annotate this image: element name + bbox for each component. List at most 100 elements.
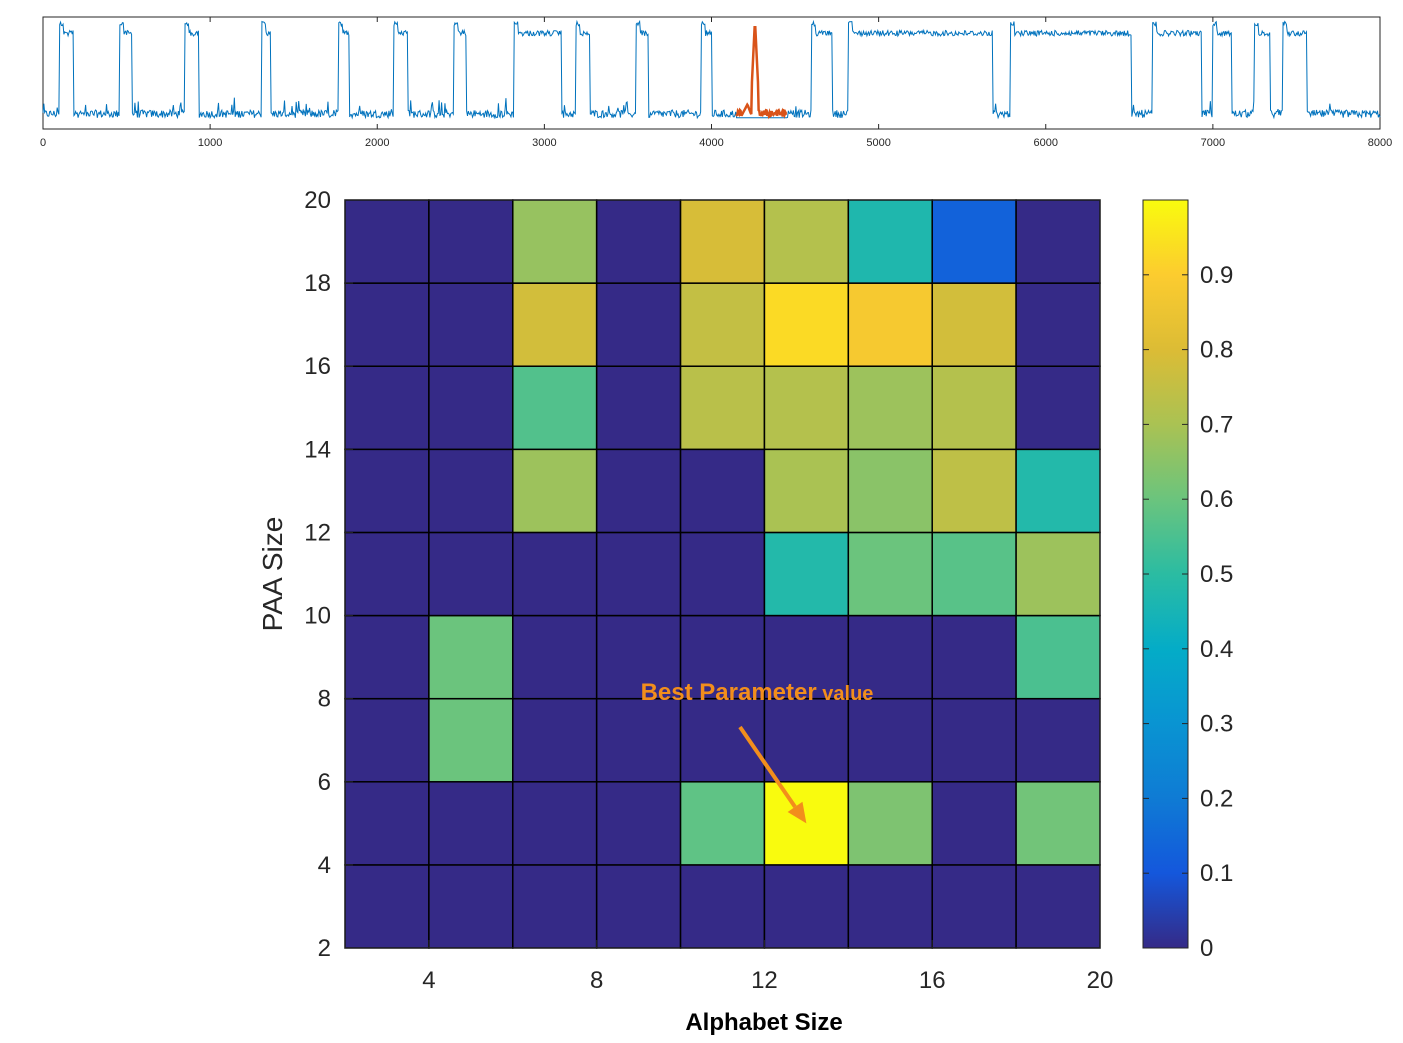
y-tick-label: 12 bbox=[304, 519, 331, 546]
y-tick-label: 18 bbox=[304, 270, 331, 297]
heatmap-cell bbox=[1015, 614, 1101, 700]
heatmap-cell bbox=[428, 282, 514, 367]
colorbar-tick-label: 0.6 bbox=[1200, 486, 1233, 513]
heatmap-cell bbox=[679, 781, 766, 866]
y-tick-label: 14 bbox=[304, 436, 331, 463]
heatmap-cell bbox=[763, 365, 850, 451]
y-axis-label: PAA Size bbox=[257, 517, 288, 632]
series-line-main bbox=[42, 19, 1381, 120]
heatmap-cell bbox=[763, 531, 850, 617]
colorbar-tick-label: 0.9 bbox=[1200, 262, 1233, 289]
heatmap-cell bbox=[595, 199, 682, 284]
ts-tick-label: 3000 bbox=[532, 137, 556, 149]
y-tick-label: 10 bbox=[304, 603, 331, 630]
heatmap-cell bbox=[512, 531, 598, 617]
annotation-text-bold: Best Parameter bbox=[641, 679, 817, 706]
y-tick-label: 2 bbox=[318, 935, 331, 962]
heatmap-cell bbox=[847, 282, 933, 367]
heatmap-cell bbox=[847, 199, 933, 284]
heatmap-cell bbox=[679, 282, 766, 367]
heatmap-cell bbox=[931, 531, 1017, 617]
heatmap-cell bbox=[428, 614, 514, 700]
heatmap-cell bbox=[847, 697, 933, 783]
heatmap-cell bbox=[1015, 781, 1101, 866]
heatmap-cell bbox=[1015, 864, 1101, 949]
colorbar-tick-label: 0 bbox=[1200, 935, 1213, 962]
heatmap-cell bbox=[1015, 448, 1101, 534]
series-line-anomaly bbox=[735, 25, 788, 120]
heatmap-cell bbox=[763, 781, 850, 866]
heatmap-cell bbox=[763, 282, 850, 367]
heatmap-cell bbox=[847, 614, 933, 700]
heatmap-cell bbox=[763, 448, 850, 534]
ts-tick-label: 7000 bbox=[1201, 137, 1225, 149]
ts-tick-label: 2000 bbox=[365, 137, 389, 149]
heatmap-cell bbox=[679, 697, 766, 783]
heatmap-cell bbox=[428, 697, 514, 783]
heatmap-cell bbox=[1015, 697, 1101, 783]
heatmap-cell bbox=[428, 365, 514, 451]
heatmap-cell bbox=[595, 697, 682, 783]
heatmap-cell bbox=[847, 448, 933, 534]
y-tick-label: 6 bbox=[318, 769, 331, 796]
heatmap-cell bbox=[344, 448, 430, 534]
x-tick-label: 12 bbox=[751, 967, 778, 994]
heatmap-cell bbox=[512, 697, 598, 783]
x-tick-label: 8 bbox=[590, 967, 603, 994]
heatmap-cell bbox=[1015, 531, 1101, 617]
heatmap-cell bbox=[512, 614, 598, 700]
heatmap-cell bbox=[847, 531, 933, 617]
heatmap-cell bbox=[763, 199, 850, 284]
heatmap-cell bbox=[344, 365, 430, 451]
heatmap-cell bbox=[931, 199, 1017, 284]
time-series-x-ticks: 0 1000 2000 3000 4000 5000 6000 7000 8000 bbox=[40, 17, 1392, 149]
heatmap-cell bbox=[931, 448, 1017, 534]
colorbar-tick-label: 0.8 bbox=[1200, 337, 1233, 364]
y-tick-label: 8 bbox=[318, 686, 331, 713]
heatmap-cell bbox=[595, 864, 682, 949]
heatmap-cell bbox=[428, 781, 514, 866]
heatmap-cell bbox=[595, 781, 682, 866]
heatmap-cell bbox=[512, 781, 598, 866]
colorbar-tick-label: 0.7 bbox=[1200, 411, 1233, 438]
heatmap-cell bbox=[428, 448, 514, 534]
heatmap-cell bbox=[595, 531, 682, 617]
heatmap-cell bbox=[679, 864, 766, 949]
heatmap-cell bbox=[763, 864, 850, 949]
heatmap-frame bbox=[344, 199, 1101, 949]
heatmap-cell bbox=[344, 614, 430, 700]
heatmap-cell bbox=[512, 365, 598, 451]
heatmap-cell bbox=[512, 864, 598, 949]
colorbar-tick-label: 0.2 bbox=[1200, 785, 1233, 812]
ts-tick-label: 6000 bbox=[1034, 137, 1058, 149]
heatmap-cell bbox=[679, 448, 766, 534]
heatmap-cell bbox=[847, 864, 933, 949]
heatmap-cell bbox=[344, 282, 430, 367]
heatmap-cell bbox=[595, 614, 682, 700]
ts-tick-label: 4000 bbox=[699, 137, 723, 149]
y-tick-label: 16 bbox=[304, 353, 331, 380]
colorbar-tick-label: 0.1 bbox=[1200, 860, 1233, 887]
colorbar-tick-label: 0.5 bbox=[1200, 561, 1233, 588]
heatmap-cell bbox=[931, 282, 1017, 367]
ts-tick-label: 1000 bbox=[198, 137, 222, 149]
colorbar-gradient bbox=[1142, 199, 1189, 949]
heatmap-cell bbox=[344, 697, 430, 783]
x-tick-label: 20 bbox=[1087, 967, 1114, 994]
annotation-arrow-line bbox=[738, 725, 797, 809]
heatmap-cell bbox=[679, 199, 766, 284]
heatmap-cell bbox=[344, 781, 430, 866]
heatmap-cell bbox=[595, 282, 682, 367]
heatmap-cell bbox=[428, 864, 514, 949]
heatmap-cell bbox=[428, 531, 514, 617]
heatmap-cell bbox=[344, 199, 430, 284]
colorbar-ticks: 0 0.1 0.2 0.3 0.4 0.5 0.6 0.7 0.8 0.9 bbox=[1143, 262, 1233, 962]
heatmap-cell bbox=[1015, 365, 1101, 451]
x-axis-label: Alphabet Size bbox=[685, 1009, 842, 1036]
heatmap-cell bbox=[931, 697, 1017, 783]
best-parameter-annotation: Best Parameter value bbox=[641, 679, 873, 824]
time-series-lines bbox=[42, 19, 1381, 120]
heatmap-cell bbox=[344, 531, 430, 617]
heatmap-cell bbox=[763, 697, 850, 783]
